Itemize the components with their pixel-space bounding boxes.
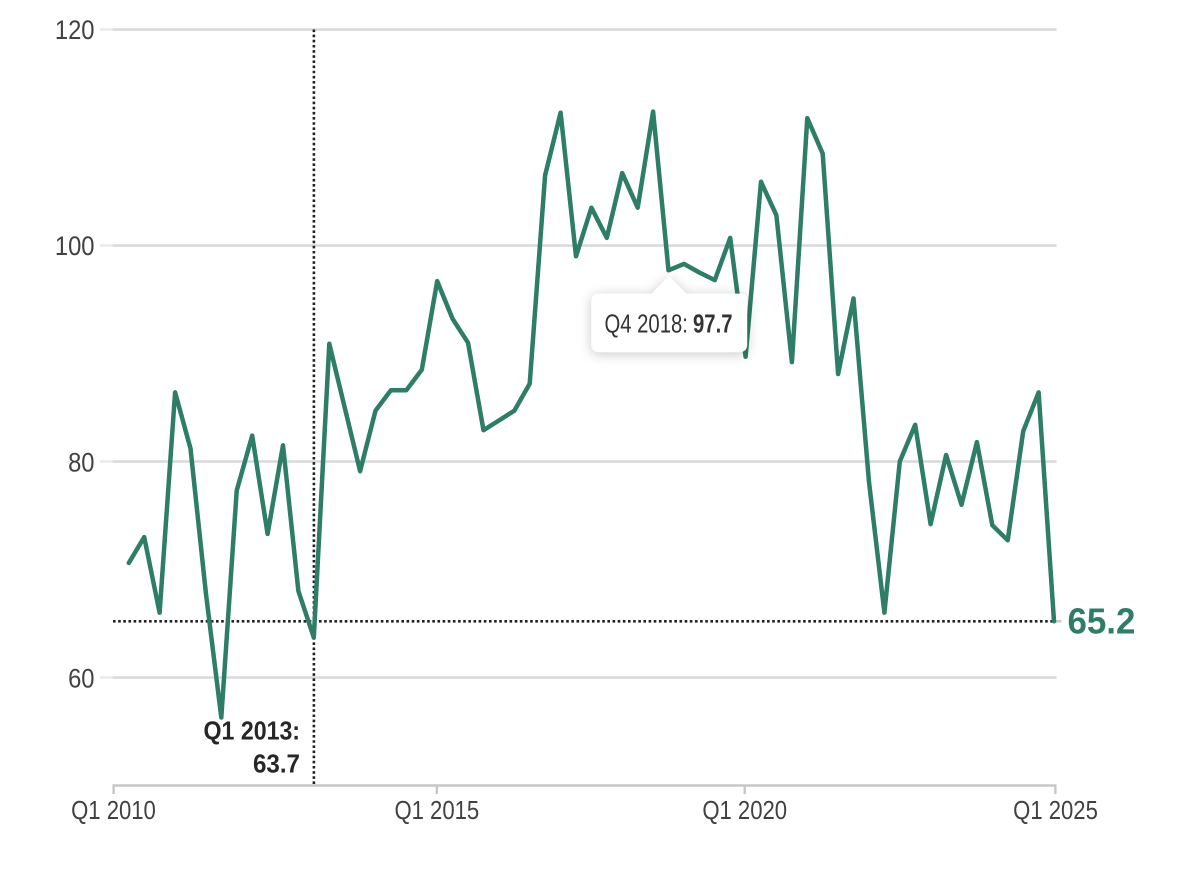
svg-text:80: 80 xyxy=(68,448,94,478)
svg-text:Q1 2013:: Q1 2013: xyxy=(204,717,300,746)
svg-text:120: 120 xyxy=(55,16,95,46)
svg-text:60: 60 xyxy=(68,664,94,694)
svg-text:63.7: 63.7 xyxy=(253,750,300,779)
svg-text:Q1 2015: Q1 2015 xyxy=(394,796,479,825)
svg-text:Q1 2010: Q1 2010 xyxy=(71,796,156,825)
svg-text:65.2: 65.2 xyxy=(1067,601,1135,642)
svg-text:97.7: 97.7 xyxy=(693,309,732,338)
svg-text:100: 100 xyxy=(55,232,95,262)
svg-text:Q1 2020: Q1 2020 xyxy=(702,796,787,825)
svg-text:Q4 2018:: Q4 2018: xyxy=(605,309,688,338)
svg-text:Q1 2025: Q1 2025 xyxy=(1013,796,1098,825)
